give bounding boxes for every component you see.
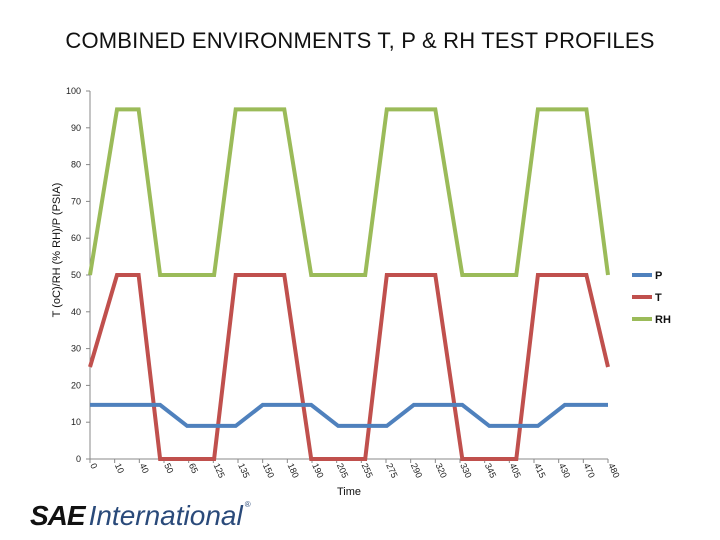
- y-tick-label: 20: [71, 380, 81, 390]
- legend-label-p: P: [655, 270, 662, 282]
- x-tick-label: 40: [138, 462, 151, 475]
- series-line-rh: [88, 107, 610, 277]
- x-tick-label: 330: [458, 462, 473, 480]
- y-tick-label: 70: [71, 196, 81, 206]
- x-tick-label: 470: [582, 462, 597, 480]
- series-line-p: [90, 402, 608, 428]
- y-tick-label: 90: [71, 123, 81, 133]
- x-tick-label: 255: [360, 462, 375, 480]
- y-axis-label: T (oC)/RH (% RH)/P (PSIA): [51, 183, 63, 318]
- y-tick-label: 50: [71, 270, 81, 280]
- y-tick-label: 0: [76, 454, 81, 464]
- series-line-t: [88, 273, 610, 461]
- chart-title: COMBINED ENVIRONMENTS T, P & RH TEST PRO…: [65, 28, 655, 53]
- x-tick-label: 415: [532, 462, 547, 480]
- logo-registered-mark: ®: [244, 500, 251, 509]
- x-tick-label: 125: [212, 462, 227, 480]
- logo-sae-text: SAE: [30, 500, 86, 531]
- x-axis-label: Time: [337, 486, 361, 498]
- x-tick-label: 50: [162, 462, 175, 475]
- y-tick-label: 80: [71, 160, 81, 170]
- x-tick-label: 180: [286, 462, 301, 480]
- x-tick-label: 190: [310, 462, 325, 480]
- x-tick-label: 320: [434, 462, 449, 480]
- x-tick-label: 405: [508, 462, 523, 480]
- legend-label-rh: RH: [655, 314, 671, 326]
- legend-label-t: T: [655, 292, 662, 304]
- x-tick-label: 290: [409, 462, 424, 480]
- y-tick-label: 60: [71, 233, 81, 243]
- x-tick-label: 345: [483, 462, 498, 480]
- sae-international-logo: SAE International ®: [30, 500, 251, 534]
- y-tick-label: 100: [66, 86, 81, 96]
- y-tick-label: 10: [71, 417, 81, 427]
- x-tick-label: 275: [384, 462, 399, 480]
- y-tick-label: 40: [71, 307, 81, 317]
- logo-international-text: International: [88, 500, 243, 531]
- x-tick-label: 10: [113, 462, 126, 475]
- x-tick-label: 430: [557, 462, 572, 480]
- x-tick-label: 150: [261, 462, 276, 480]
- y-tick-label: 30: [71, 344, 81, 354]
- x-tick-label: 135: [236, 462, 251, 480]
- x-tick-label: 205: [335, 462, 350, 480]
- x-tick-label: 0: [88, 462, 99, 471]
- x-tick-label: 480: [606, 462, 621, 480]
- x-tick-label: 65: [187, 462, 200, 475]
